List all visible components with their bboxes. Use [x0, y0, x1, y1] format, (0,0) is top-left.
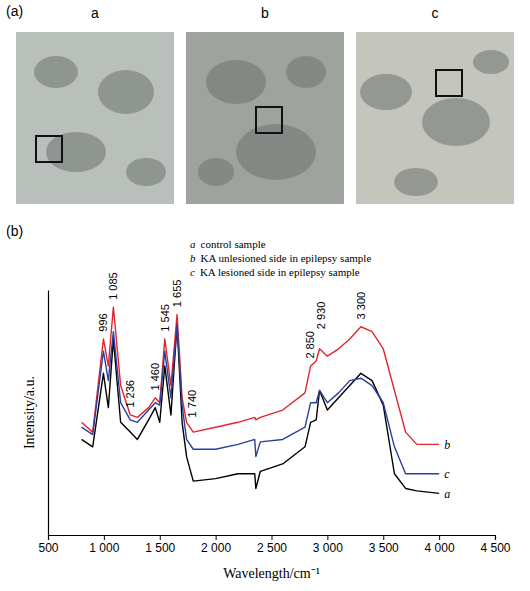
series-lines [82, 307, 440, 493]
x-axis: 500 1 000 1 500 2 000 2 500 3 000 3 500 4 000 4 … [38, 535, 510, 555]
legend: a control sample b KA unlesioned side in ep… [190, 238, 371, 278]
x-tick-label: 3 500 [369, 541, 399, 555]
image-feature [98, 70, 154, 114]
image-feature [46, 132, 106, 172]
image-ground [186, 32, 344, 204]
y-axis-title: Intensity/a.u. [22, 376, 37, 449]
figure: (a)abc(b)5001 0001 5002 0002 5003 0003 5… [0, 0, 530, 591]
x-axis-title: Wavelength/cm⁻¹ [223, 566, 320, 581]
panel-label: (b) [6, 223, 23, 239]
peak-label: 1 655 [171, 280, 183, 308]
x-tick: 1 000 [89, 535, 119, 555]
legend-name: KA unlesioned side in epilepsy sample [201, 252, 372, 264]
image-title: c [432, 5, 439, 21]
x-tick: 4 500 [480, 535, 510, 555]
image-ground [356, 32, 514, 204]
peak-label: 2 930 [315, 302, 327, 330]
x-tick-label: 2 500 [257, 541, 287, 555]
legend-name: control sample [201, 238, 266, 250]
x-tick-label: 1 500 [145, 541, 175, 555]
selection-box [36, 136, 62, 162]
image-feature [360, 74, 412, 110]
peak-label: 3 300 [355, 292, 367, 320]
micrograph [16, 32, 174, 204]
legend-key: c [190, 266, 195, 278]
image-feature [126, 158, 166, 186]
peak-label: 1 460 [149, 363, 161, 391]
series-end-label: b [444, 438, 450, 452]
selection-box [436, 70, 462, 96]
spectrum-line [82, 324, 440, 473]
x-tick: 4 000 [425, 535, 455, 555]
legend-entry: a control sample [190, 238, 266, 250]
x-tick-mark [216, 535, 217, 540]
panel-label: (a) [6, 3, 23, 19]
image-feature [422, 98, 490, 146]
x-tick: 3 000 [313, 535, 343, 555]
peak-label: 1 085 [107, 272, 119, 300]
series-end-label: a [444, 487, 450, 501]
peak-label: 1 740 [186, 390, 198, 418]
y-axis [48, 291, 49, 536]
micrograph [356, 32, 514, 204]
x-tick: 3 500 [369, 535, 399, 555]
x-tick-label: 1 000 [89, 541, 119, 555]
x-tick: 2 000 [201, 535, 231, 555]
image-title: a [91, 5, 99, 21]
x-tick-mark [327, 535, 328, 540]
x-tick: 2 500 [257, 535, 287, 555]
x-tick: 1 500 [145, 535, 175, 555]
legend-entry: c KA lesioned side in epilepsy sample [190, 266, 360, 278]
x-tick-label: 500 [38, 541, 58, 555]
legend-entry: b KA unlesioned side in epilepsy sample [190, 252, 371, 264]
legend-name: KA lesioned side in epilepsy sample [200, 266, 360, 278]
selection-box [256, 107, 282, 133]
micrograph [186, 32, 344, 204]
x-tick-label: 4 000 [425, 541, 455, 555]
legend-key: b [190, 252, 196, 264]
x-tick-mark [439, 535, 440, 540]
series-end-label: c [444, 467, 450, 481]
image-feature [206, 60, 266, 104]
x-tick-mark [495, 535, 496, 540]
x-tick-label: 3 000 [313, 541, 343, 555]
x-tick-mark [272, 535, 273, 540]
peak-label: 996 [97, 313, 109, 331]
x-tick: 500 [38, 535, 58, 555]
y-axis-line [48, 291, 49, 536]
image-feature [34, 56, 78, 88]
peak-label: 2 850 [304, 331, 316, 359]
x-tick-mark [48, 535, 49, 540]
image-feature [198, 158, 234, 186]
spectrum-line [82, 324, 440, 493]
image-title: b [261, 5, 269, 21]
x-axis-line [49, 536, 496, 541]
x-tick-mark [104, 535, 105, 540]
image-feature [473, 50, 509, 74]
spectrum-line [82, 307, 440, 444]
x-tick-mark [383, 535, 384, 540]
image-feature [286, 56, 326, 88]
image-ground [16, 32, 174, 204]
peak-label: 1 545 [159, 304, 171, 332]
x-tick-mark [160, 535, 161, 540]
x-tick-label: 2 000 [201, 541, 231, 555]
x-tick-label: 4 500 [480, 541, 510, 555]
legend-key: a [190, 238, 196, 250]
peak-label: 1 236 [124, 380, 136, 408]
image-feature [394, 168, 438, 196]
